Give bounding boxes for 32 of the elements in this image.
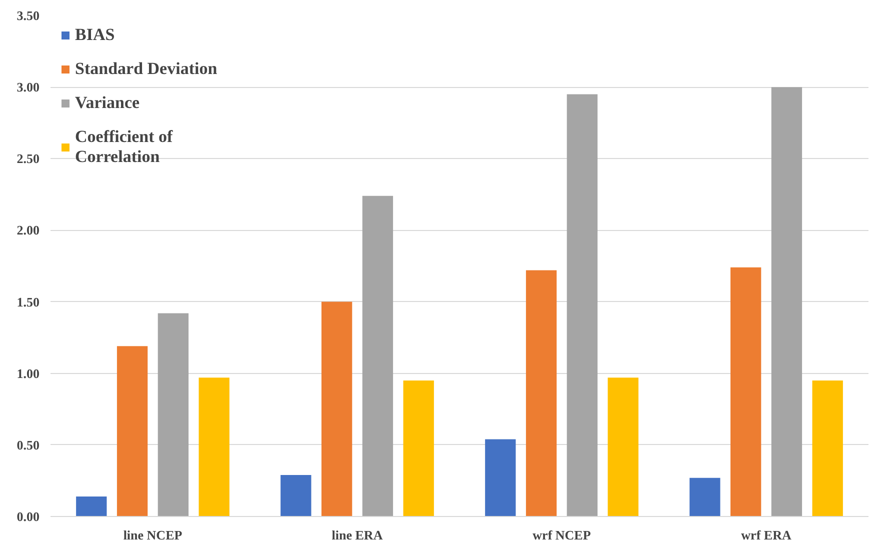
bar — [690, 478, 720, 516]
y-tick-label: 2.50 — [16, 151, 40, 166]
bar — [403, 380, 434, 516]
bar — [280, 474, 312, 516]
bar — [485, 439, 516, 516]
bar — [198, 378, 230, 516]
y-tick-label: 3.00 — [16, 80, 40, 95]
legend-label: Coefficient of Correlation — [75, 127, 173, 167]
bar — [812, 380, 843, 516]
y-tick-label: 2.00 — [16, 222, 40, 238]
bar — [116, 346, 148, 516]
y-tick-label: 3.50 — [16, 8, 40, 23]
y-tick-label: 0.00 — [16, 509, 40, 524]
bar — [566, 94, 598, 516]
bar — [771, 87, 802, 516]
bar — [76, 496, 107, 516]
x-tick-label: wrf NCEP — [532, 528, 591, 542]
bar — [158, 313, 189, 516]
bar — [362, 196, 394, 516]
bar — [730, 267, 762, 516]
y-tick-label: 1.50 — [16, 294, 40, 310]
x-tick-label: line ERA — [332, 528, 384, 542]
y-tick-label: 0.50 — [16, 437, 40, 452]
bar — [526, 270, 557, 516]
bar — [608, 378, 638, 516]
y-tick-label: 1.00 — [16, 366, 40, 381]
x-tick-label: line NCEP — [123, 528, 182, 542]
legend-label: Variance — [75, 93, 140, 113]
x-tick-label: wrf ERA — [741, 528, 792, 542]
legend-label: Standard Deviation — [75, 59, 218, 79]
legend-label: BIAS — [75, 25, 115, 45]
bar — [321, 302, 352, 516]
